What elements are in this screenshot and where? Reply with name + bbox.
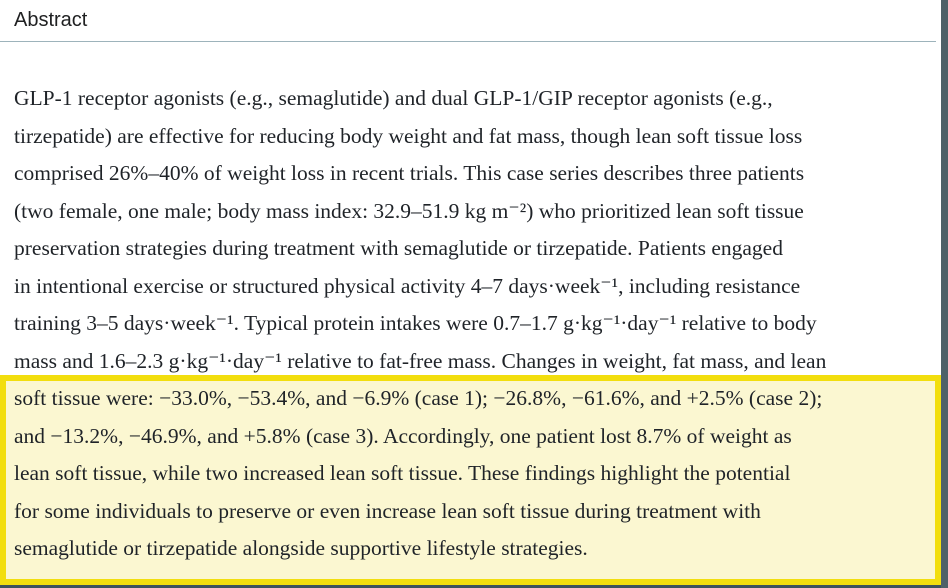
heading-divider [0,41,936,42]
abstract-paragraph: GLP-1 receptor agonists (e.g., semagluti… [14,80,940,568]
abstract-line: for some individuals to preserve or even… [14,498,761,523]
abstract-line: tirzepatide) are effective for reducing … [14,123,803,148]
abstract-line: soft tissue were: −33.0%, −53.4%, and −6… [14,386,823,410]
abstract-line: (two female, one male; body mass index: … [14,198,804,223]
abstract-line: and −13.2%, −46.9%, and +5.8% (case 3). … [14,423,792,448]
abstract-line: mass and 1.6–2.3 g·kg⁻¹·day⁻¹ relative t… [14,348,827,373]
abstract-line: in intentional exercise or structured ph… [14,273,801,298]
section-heading: Abstract [14,9,88,31]
abstract-line: preservation strategies during treatment… [14,236,783,260]
scrollbar[interactable] [941,0,948,588]
abstract-line: training 3–5 days·week⁻¹. Typical protei… [14,311,817,335]
abstract-line: GLP-1 receptor agonists (e.g., semagluti… [14,86,773,110]
window-edge-bottom [0,585,948,588]
abstract-line: comprised 26%–40% of weight loss in rece… [14,161,805,185]
highlight-annotation-box [0,375,941,585]
abstract-line: lean soft tissue, while two increased le… [14,461,791,485]
abstract-line: semaglutide or tirzepatide alongside sup… [14,536,588,560]
